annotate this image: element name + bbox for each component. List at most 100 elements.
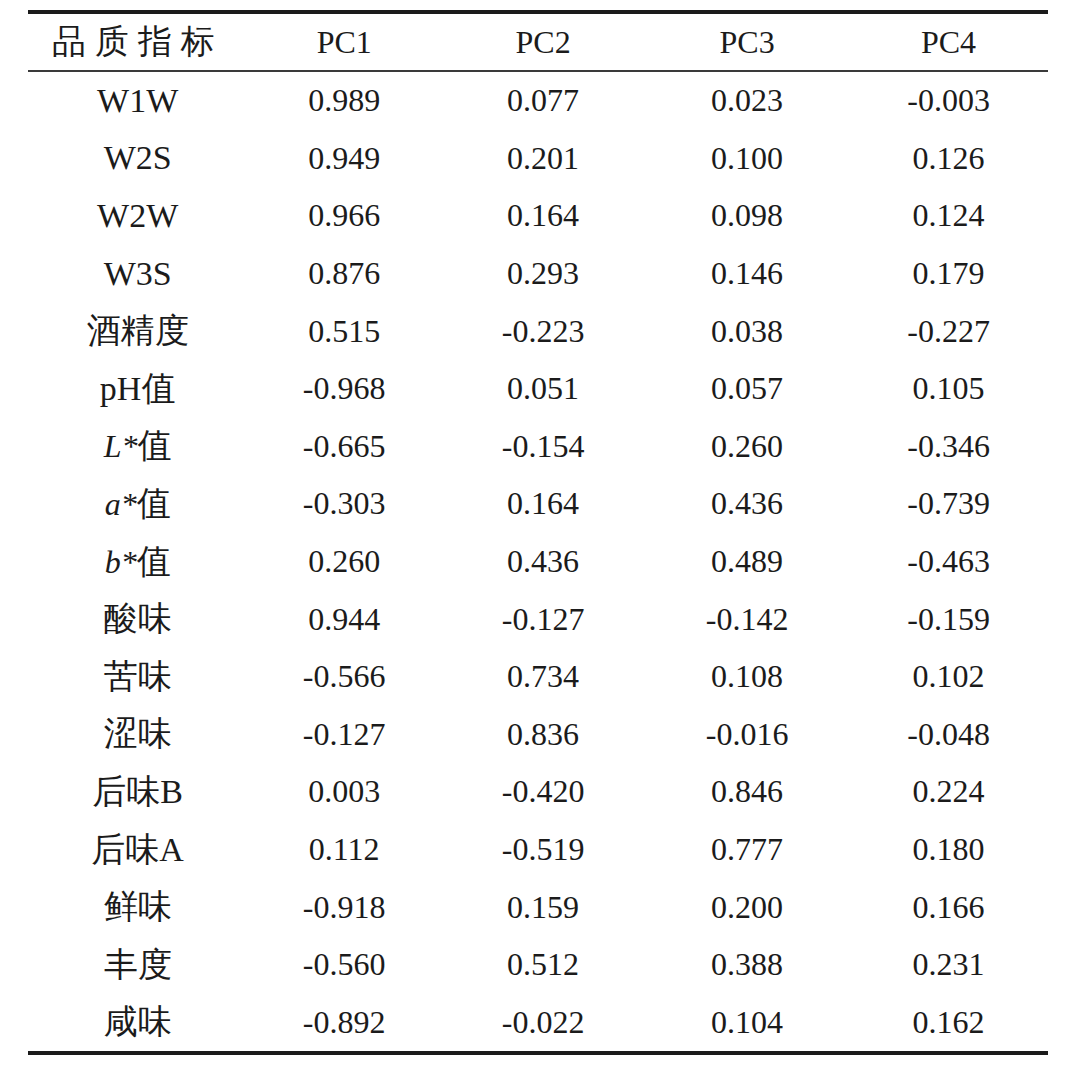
row-label: 酸味 — [28, 590, 247, 648]
table-row: 后味A 0.112 -0.519 0.777 0.180 — [28, 821, 1048, 879]
row-label-text: W2S — [104, 139, 172, 176]
row-label-text: 酒精度 — [87, 312, 189, 349]
pc1-value: -0.560 — [247, 936, 441, 994]
pc2-value: 0.201 — [441, 130, 645, 188]
pc1-value: 0.989 — [247, 71, 441, 130]
row-label-text: W3S — [104, 255, 172, 292]
row-label: W1W — [28, 71, 247, 130]
pc1-value: 0.515 — [247, 302, 441, 360]
pc3-value: 0.038 — [645, 302, 849, 360]
table-row: 后味B 0.003 -0.420 0.846 0.224 — [28, 763, 1048, 821]
row-label-text: 值 — [137, 485, 171, 522]
pc4-value: 0.162 — [849, 994, 1048, 1054]
row-label-text: W2W — [97, 197, 178, 234]
pc3-value: 0.846 — [645, 763, 849, 821]
pc2-value: 0.512 — [441, 936, 645, 994]
pc2-value: 0.436 — [441, 533, 645, 591]
row-label-text: 酸味 — [104, 600, 172, 637]
table-row: 苦味 -0.566 0.734 0.108 0.102 — [28, 648, 1048, 706]
table-row: a*值 -0.303 0.164 0.436 -0.739 — [28, 475, 1048, 533]
row-label: 后味A — [28, 821, 247, 879]
row-label: 后味B — [28, 763, 247, 821]
row-label: 涩味 — [28, 706, 247, 764]
pc2-value: -0.127 — [441, 590, 645, 648]
pc2-value: 0.051 — [441, 360, 645, 418]
row-label: 酒精度 — [28, 302, 247, 360]
column-header-pc3: PC3 — [645, 12, 849, 71]
pc4-value: 0.179 — [849, 245, 1048, 303]
pc1-value: -0.892 — [247, 994, 441, 1054]
row-label: 丰度 — [28, 936, 247, 994]
pc1-value: 0.949 — [247, 130, 441, 188]
row-label: a*值 — [28, 475, 247, 533]
row-label: 咸味 — [28, 994, 247, 1054]
row-label-text: 值 — [138, 427, 172, 464]
pc3-value: 0.388 — [645, 936, 849, 994]
header-row: 品质指标 PC1 PC2 PC3 PC4 — [28, 12, 1048, 71]
pc3-value: 0.777 — [645, 821, 849, 879]
table-row: pH值 -0.968 0.051 0.057 0.105 — [28, 360, 1048, 418]
row-label-text: 后味A — [91, 831, 184, 868]
column-header-quality-indicator: 品质指标 — [28, 12, 247, 71]
table-row: W1W 0.989 0.077 0.023 -0.003 — [28, 71, 1048, 130]
row-label: L*值 — [28, 418, 247, 476]
pc1-value: 0.003 — [247, 763, 441, 821]
row-label-text: 后味B — [92, 773, 183, 810]
row-label-text: 涩味 — [104, 715, 172, 752]
row-label: W2S — [28, 130, 247, 188]
table-row: 涩味 -0.127 0.836 -0.016 -0.048 — [28, 706, 1048, 764]
row-label-text: 丰度 — [104, 946, 172, 983]
column-header-pc1: PC1 — [247, 12, 441, 71]
pc1-value: 0.260 — [247, 533, 441, 591]
pc3-value: -0.016 — [645, 706, 849, 764]
pc4-value: -0.048 — [849, 706, 1048, 764]
pc3-value: 0.108 — [645, 648, 849, 706]
row-label: pH值 — [28, 360, 247, 418]
pc2-value: 0.077 — [441, 71, 645, 130]
pc4-value: -0.739 — [849, 475, 1048, 533]
pca-loadings-table: 品质指标 PC1 PC2 PC3 PC4 W1W 0.989 0.077 0.0… — [28, 10, 1048, 1055]
pc3-value: 0.146 — [645, 245, 849, 303]
pc2-value: -0.223 — [441, 302, 645, 360]
pc4-value: 0.180 — [849, 821, 1048, 879]
pc1-value: -0.665 — [247, 418, 441, 476]
pc1-value: -0.303 — [247, 475, 441, 533]
pc2-value: 0.164 — [441, 187, 645, 245]
pc2-value: -0.420 — [441, 763, 645, 821]
pc3-value: -0.142 — [645, 590, 849, 648]
row-label-italic-part: a* — [105, 486, 137, 522]
table-row: 鲜味 -0.918 0.159 0.200 0.166 — [28, 878, 1048, 936]
pc3-value: 0.104 — [645, 994, 849, 1054]
pc1-value: -0.127 — [247, 706, 441, 764]
pc2-value: -0.022 — [441, 994, 645, 1054]
table-row: 咸味 -0.892 -0.022 0.104 0.162 — [28, 994, 1048, 1054]
pc3-value: 0.489 — [645, 533, 849, 591]
row-label: 苦味 — [28, 648, 247, 706]
table-row: b*值 0.260 0.436 0.489 -0.463 — [28, 533, 1048, 591]
pc4-value: -0.159 — [849, 590, 1048, 648]
pc3-value: 0.100 — [645, 130, 849, 188]
row-label: b*值 — [28, 533, 247, 591]
pc4-value: 0.231 — [849, 936, 1048, 994]
pc2-value: 0.836 — [441, 706, 645, 764]
pc3-value: 0.098 — [645, 187, 849, 245]
pc2-value: -0.519 — [441, 821, 645, 879]
pc2-value: 0.164 — [441, 475, 645, 533]
row-label: W2W — [28, 187, 247, 245]
row-label: 鲜味 — [28, 878, 247, 936]
pc4-value: 0.126 — [849, 130, 1048, 188]
pc1-value: -0.566 — [247, 648, 441, 706]
row-label-italic-part: L* — [104, 428, 138, 464]
row-label-text: 值 — [137, 543, 171, 580]
pc4-value: -0.227 — [849, 302, 1048, 360]
table-row: L*值 -0.665 -0.154 0.260 -0.346 — [28, 418, 1048, 476]
pc3-value: 0.200 — [645, 878, 849, 936]
pc2-value: -0.154 — [441, 418, 645, 476]
table-row: W2S 0.949 0.201 0.100 0.126 — [28, 130, 1048, 188]
row-label: W3S — [28, 245, 247, 303]
pc1-value: -0.968 — [247, 360, 441, 418]
pc4-value: -0.346 — [849, 418, 1048, 476]
table-row: W3S 0.876 0.293 0.146 0.179 — [28, 245, 1048, 303]
pc4-value: 0.166 — [849, 878, 1048, 936]
table-row: 酸味 0.944 -0.127 -0.142 -0.159 — [28, 590, 1048, 648]
